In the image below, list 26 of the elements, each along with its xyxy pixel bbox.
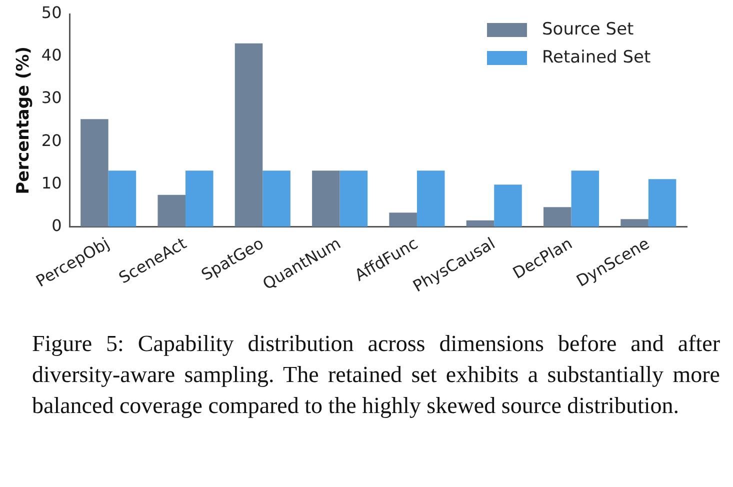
bar <box>389 212 417 227</box>
y-tick-label: 10 <box>41 173 62 192</box>
bar <box>620 219 648 227</box>
bar <box>262 170 290 227</box>
bar <box>340 170 368 227</box>
bar <box>80 119 108 227</box>
bar <box>466 220 494 227</box>
bar <box>648 179 676 227</box>
bar <box>234 43 263 227</box>
y-tick-label: 40 <box>41 46 62 65</box>
bar <box>108 170 136 227</box>
y-axis-title: Percentage (%) <box>14 46 34 194</box>
y-tick-label: 20 <box>41 130 62 150</box>
bar <box>158 194 186 227</box>
caption: Figure 5: Capability distribution across dimensions before and after diversity-aware sampling. The retained set exhibits a substantially more balanced coverage compared to the highly skewed source distribution. <box>32 330 720 420</box>
bar <box>543 207 572 227</box>
bar <box>494 184 522 227</box>
bar <box>416 170 445 227</box>
bar <box>312 170 340 227</box>
legend-label: Retained Set <box>542 47 651 68</box>
y-tick-label: 50 <box>41 3 62 22</box>
y-tick-label: 30 <box>41 88 62 108</box>
legend-label: Source Set <box>542 19 634 40</box>
bar <box>185 170 214 227</box>
y-tick-label: 0 <box>52 216 62 235</box>
bar <box>571 170 600 227</box>
